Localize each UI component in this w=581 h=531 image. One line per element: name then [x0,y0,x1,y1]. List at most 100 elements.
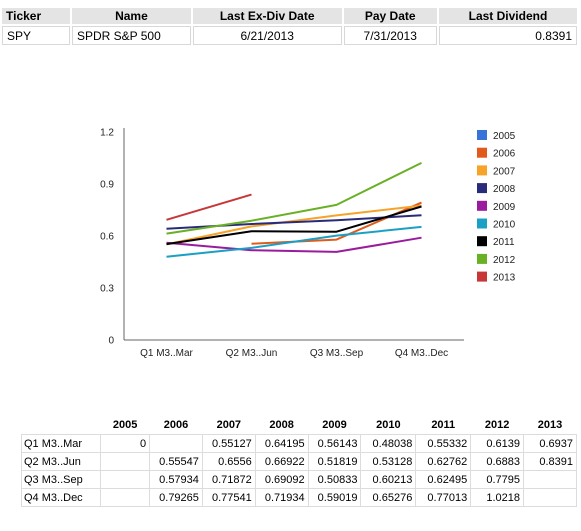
table-row: Q3 M3..Sep 0.57934 0.71872 0.69092 0.50833 0.… [20,470,577,489]
summary-header-ex-div-date: Last Ex-Div Date [192,8,342,24]
table-row: Q2 M3..Jun 0.55547 0.6556 0.66922 0.51819 0.5… [20,452,577,471]
table-cell: 0 [100,434,151,453]
table-cell: 1.0218 [470,488,525,507]
legend-label-2013: 2013 [493,273,516,284]
table-cell: 0.55127 [201,434,256,453]
chart-axes: 0 0.3 0.6 0.9 1.2 Q1 M3..Mar Q2 M3..Jun Q3 M3..… [100,128,464,359]
data-table-column-header: 2005 [112,419,138,431]
x-tick-label: Q3 M3..Sep [310,348,364,359]
legend-label-2010: 2010 [493,220,516,231]
table-cell: 0.53128 [360,452,417,471]
table-cell: 0.7795 [470,470,525,489]
dividend-line-chart: 0 0.3 0.6 0.9 1.2 Q1 M3..Mar Q2 M3..Jun Q3 M3..… [100,128,516,360]
table-cell: 0.6883 [470,452,525,471]
data-table-corner [22,416,101,435]
table-cell: 0.6139 [470,434,525,453]
summary-header-pay-date: Pay Date [343,8,437,24]
table-row: Q1 M3..Mar 0 0.55127 0.64195 0.56143 0.48038 0… [20,434,577,453]
series-line-2009 [166,236,422,253]
table-cell: 0.79265 [149,488,203,507]
table-cell [100,452,151,471]
summary-name: SPDR S&P 500 [71,26,191,45]
table-cell: 0.65276 [360,488,417,507]
data-table-column-header: 2006 [163,419,189,431]
summary-data-row: SPY SPDR S&P 500 6/21/2013 7/31/2013 0.8… [2,26,577,45]
legend-label-2012: 2012 [493,255,516,266]
x-tick-label: Q2 M3..Jun [226,348,278,359]
table-cell: 0.8391 [523,452,577,471]
summary-pay-date: 7/31/2013 [343,26,437,45]
x-tick-label: Q4 M3..Dec [395,348,448,359]
legend-swatch-2013 [477,271,487,282]
legend-swatch-2006 [477,147,487,158]
data-table-column-header: 2011 [431,419,456,431]
table-cell: 0.55332 [415,434,472,453]
table-cell: 0.77541 [201,488,256,507]
data-table-column-header: 2008 [269,419,294,431]
row-label: Q3 M3..Sep [20,470,102,489]
table-cell: 0.6937 [523,434,577,453]
data-table-column-header: 2012 [484,419,510,431]
legend-swatch-2009 [477,200,487,211]
table-cell: 0.71872 [201,470,256,489]
legend-swatch-2012 [477,253,487,264]
table-cell [523,470,577,489]
row-label: Q4 M3..Dec [20,488,102,507]
table-row: Q4 M3..Dec 0.79265 0.77541 0.71934 0.59019 0.… [20,488,577,507]
dividend-data-table: 2005 2006 2007 2008 2009 2010 2011 2012 2013 Q1 … [20,416,577,507]
table-cell: 0.55547 [149,452,203,471]
table-cell [100,488,151,507]
chart-legend: 2005 2006 2007 2008 2009 2010 2011 2012 2013 [477,130,516,284]
table-cell: 0.57934 [149,470,203,489]
table-cell [523,488,577,507]
y-tick-label: 1.2 [100,128,114,139]
table-cell: 0.56143 [307,434,362,453]
table-cell: 0.62495 [415,470,472,489]
y-tick-label: 0.6 [100,232,114,243]
legend-label-2009: 2009 [493,202,516,213]
summary-header-ticker: Ticker [2,8,70,24]
table-cell: 0.64195 [254,434,309,453]
legend-label-2007: 2007 [493,166,516,177]
series-line-2007 [166,204,422,246]
summary-ticker: SPY [2,26,70,45]
y-tick-label: 0.3 [100,284,114,295]
series-line-2012 [166,162,422,235]
chart-series-lines [166,162,422,258]
row-label: Q1 M3..Mar [20,434,102,453]
row-label: Q2 M3..Jun [20,452,102,471]
y-tick-label: 0 [108,336,114,347]
table-cell [149,434,203,453]
data-table-column-header: 2007 [216,419,242,431]
table-cell: 0.62762 [415,452,472,471]
legend-label-2008: 2008 [493,184,516,195]
table-cell: 0.59019 [307,488,362,507]
series-line-2010 [166,225,422,258]
summary-header-row: Ticker Name Last Ex-Div Date Pay Date La… [2,8,577,24]
table-cell: 0.6556 [201,452,256,471]
legend-swatch-2005 [477,130,487,140]
legend-swatch-2008 [477,183,487,194]
table-cell: 0.77013 [415,488,472,507]
summary-last-dividend: 0.8391 [438,26,577,45]
table-cell: 0.50833 [307,470,362,489]
legend-swatch-2007 [477,165,487,176]
legend-label-2011: 2011 [493,237,515,248]
series-line-2013 [166,193,252,221]
table-cell: 0.71934 [254,488,309,507]
table-cell: 0.60213 [360,470,417,489]
legend-label-2006: 2006 [493,149,516,160]
data-table-column-header: 2010 [376,419,401,431]
table-cell [100,470,151,489]
legend-swatch-2011 [477,236,487,247]
table-cell: 0.51819 [307,452,362,471]
legend-label-2005: 2005 [493,131,516,142]
summary-ex-div-date: 6/21/2013 [192,26,342,45]
summary-header-last-dividend: Last Dividend [438,8,577,24]
dividend-summary-table: Ticker Name Last Ex-Div Date Pay Date La… [0,6,579,47]
series-line-2011 [166,205,422,246]
table-cell: 0.69092 [254,470,309,489]
legend-swatch-2010 [477,218,487,229]
y-tick-label: 0.9 [100,180,114,191]
data-table-column-header: 2009 [322,419,347,431]
